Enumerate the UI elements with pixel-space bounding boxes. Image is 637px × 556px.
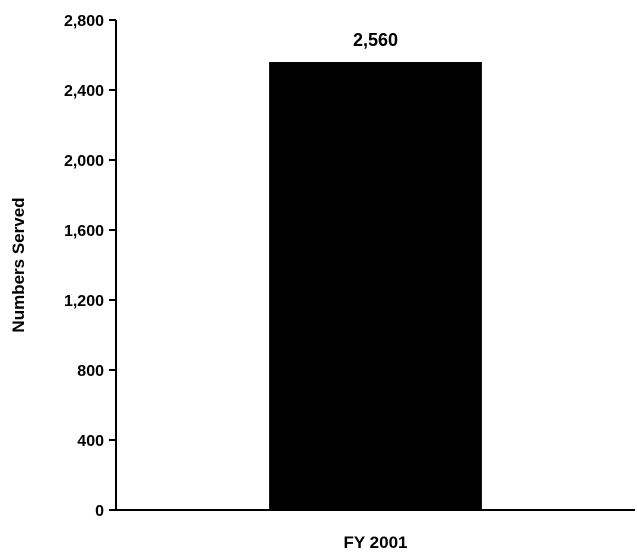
y-tick-label: 2,000 [64, 153, 104, 170]
bar-value-label: 2,560 [353, 30, 398, 50]
bar-data-labels: 2,560 [353, 30, 398, 50]
bars [269, 62, 482, 510]
x-axis-tick-labels: FY 2001 [344, 533, 408, 552]
y-tick-label: 1,200 [64, 293, 104, 310]
y-axis-ticks: 0 400 800 1,200 1,600 2,000 2,400 2,800 [64, 13, 116, 520]
y-tick-label: 800 [77, 363, 104, 380]
y-tick-label: 0 [95, 503, 104, 520]
y-tick-label: 1,600 [64, 223, 104, 240]
x-tick-label: FY 2001 [344, 533, 408, 552]
y-tick-label: 2,800 [64, 13, 104, 30]
y-tick-label: 400 [77, 433, 104, 450]
y-axis-title: Numbers Served [9, 197, 28, 332]
bar [269, 62, 482, 510]
y-tick-label: 2,400 [64, 83, 104, 100]
